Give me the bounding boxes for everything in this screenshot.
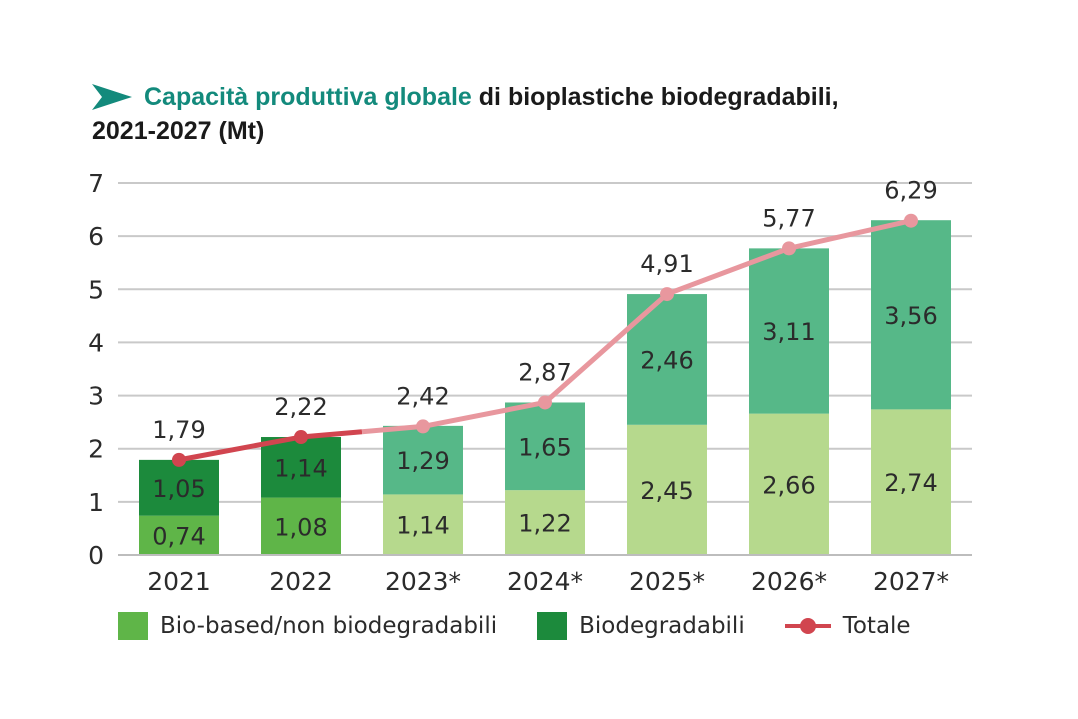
y-tick-label-6: 6 bbox=[88, 222, 104, 251]
data-label-bio-based-2027: 2,74 bbox=[884, 469, 937, 497]
point-totale-2024 bbox=[538, 395, 552, 410]
x-tick-label-2026: 2026* bbox=[751, 567, 827, 596]
y-tick-label-4: 4 bbox=[88, 328, 104, 357]
legend-label-bio-based: Bio-based/non biodegradabili bbox=[160, 613, 498, 639]
legend-swatch-bio-based bbox=[118, 612, 148, 640]
x-tick-label-2027: 2027* bbox=[873, 567, 949, 596]
data-label-bio-based-2026: 2,66 bbox=[762, 471, 815, 499]
title-arrow-icon bbox=[92, 84, 132, 110]
data-label-totale-2025: 4,91 bbox=[640, 250, 693, 278]
data-label-biodegradabili-2022: 1,14 bbox=[274, 454, 327, 482]
legend-swatch-biodegradabili bbox=[537, 612, 568, 640]
point-totale-2026 bbox=[782, 241, 796, 256]
bar-biodegradabili-2021 bbox=[139, 459, 219, 516]
data-label-bio-based-2021: 0,74 bbox=[152, 522, 205, 550]
bar-biodegradabili-2022 bbox=[261, 437, 341, 498]
legend-label-biodegradabili: Biodegradabili bbox=[579, 613, 745, 639]
data-label-totale-2021: 1,79 bbox=[152, 416, 205, 444]
legend: Bio-based/non biodegradabili Biodegradab… bbox=[118, 608, 951, 644]
chart-title: Capacità produttiva globale di bioplasti… bbox=[92, 80, 1052, 148]
data-label-bio-based-2023: 1,14 bbox=[396, 512, 449, 540]
bar-biodegradabili-2027 bbox=[871, 220, 951, 410]
point-totale-2021 bbox=[172, 452, 186, 467]
data-label-biodegradabili-2021: 1,05 bbox=[152, 475, 205, 503]
y-tick-label-7: 7 bbox=[88, 169, 104, 198]
legend-swatch-totale bbox=[784, 612, 831, 640]
point-totale-2023 bbox=[416, 419, 430, 434]
bar-bio-based-2023 bbox=[383, 494, 463, 555]
data-label-totale-2023: 2,42 bbox=[396, 382, 449, 410]
legend-item-biodegradabili: Biodegradabili bbox=[537, 612, 745, 640]
y-tick-label-1: 1 bbox=[88, 488, 104, 517]
point-totale-2027 bbox=[904, 213, 918, 228]
title-accent: Capacità produttiva globale bbox=[144, 83, 472, 111]
title-rest: di bioplastiche biodegradabili, bbox=[471, 83, 839, 111]
x-tick-label-2021: 2021 bbox=[147, 567, 211, 596]
legend-item-bio-based: Bio-based/non biodegradabili bbox=[118, 612, 497, 640]
bar-biodegradabili-2024 bbox=[505, 402, 585, 491]
data-label-bio-based-2024: 1,22 bbox=[518, 510, 571, 538]
line-totale-forecast bbox=[361, 218, 912, 435]
y-tick-label-2: 2 bbox=[88, 435, 104, 464]
data-label-bio-based-2025: 2,45 bbox=[640, 477, 693, 505]
x-tick-label-2022: 2022 bbox=[269, 567, 333, 596]
legend-item-totale: Totale bbox=[784, 612, 911, 640]
point-totale-2022 bbox=[294, 430, 308, 445]
point-totale-2025 bbox=[660, 287, 674, 302]
bar-biodegradabili-2023 bbox=[383, 425, 463, 495]
data-label-biodegradabili-2024: 1,65 bbox=[518, 433, 571, 461]
data-label-totale-2026: 5,77 bbox=[762, 204, 815, 232]
data-label-totale-2022: 2,22 bbox=[274, 393, 327, 421]
bar-bio-based-2026 bbox=[749, 413, 829, 555]
data-label-biodegradabili-2026: 3,11 bbox=[762, 318, 815, 346]
y-tick-label-5: 5 bbox=[88, 275, 104, 304]
bar-bio-based-2024 bbox=[505, 490, 585, 555]
bar-bio-based-2025 bbox=[627, 424, 707, 555]
bar-biodegradabili-2026 bbox=[749, 248, 829, 414]
x-tick-label-2024: 2024* bbox=[507, 567, 583, 596]
y-tick-label-0: 0 bbox=[88, 541, 104, 570]
data-label-biodegradabili-2023: 1,29 bbox=[396, 447, 449, 475]
bar-bio-based-2022 bbox=[261, 497, 341, 555]
title-line2: 2021-2027 (Mt) bbox=[92, 117, 265, 145]
data-label-totale-2024: 2,87 bbox=[518, 358, 571, 386]
legend-label-totale: Totale bbox=[842, 613, 911, 639]
data-label-totale-2027: 6,29 bbox=[884, 177, 937, 205]
data-label-biodegradabili-2025: 2,46 bbox=[640, 346, 693, 374]
y-tick-label-3: 3 bbox=[88, 382, 104, 411]
data-label-bio-based-2022: 1,08 bbox=[274, 513, 327, 541]
x-tick-label-2023: 2023* bbox=[385, 567, 461, 596]
x-tick-label-2025: 2025* bbox=[629, 567, 705, 596]
data-label-biodegradabili-2027: 3,56 bbox=[884, 302, 937, 330]
bar-bio-based-2027 bbox=[871, 409, 951, 555]
bar-bio-based-2021 bbox=[139, 515, 219, 555]
